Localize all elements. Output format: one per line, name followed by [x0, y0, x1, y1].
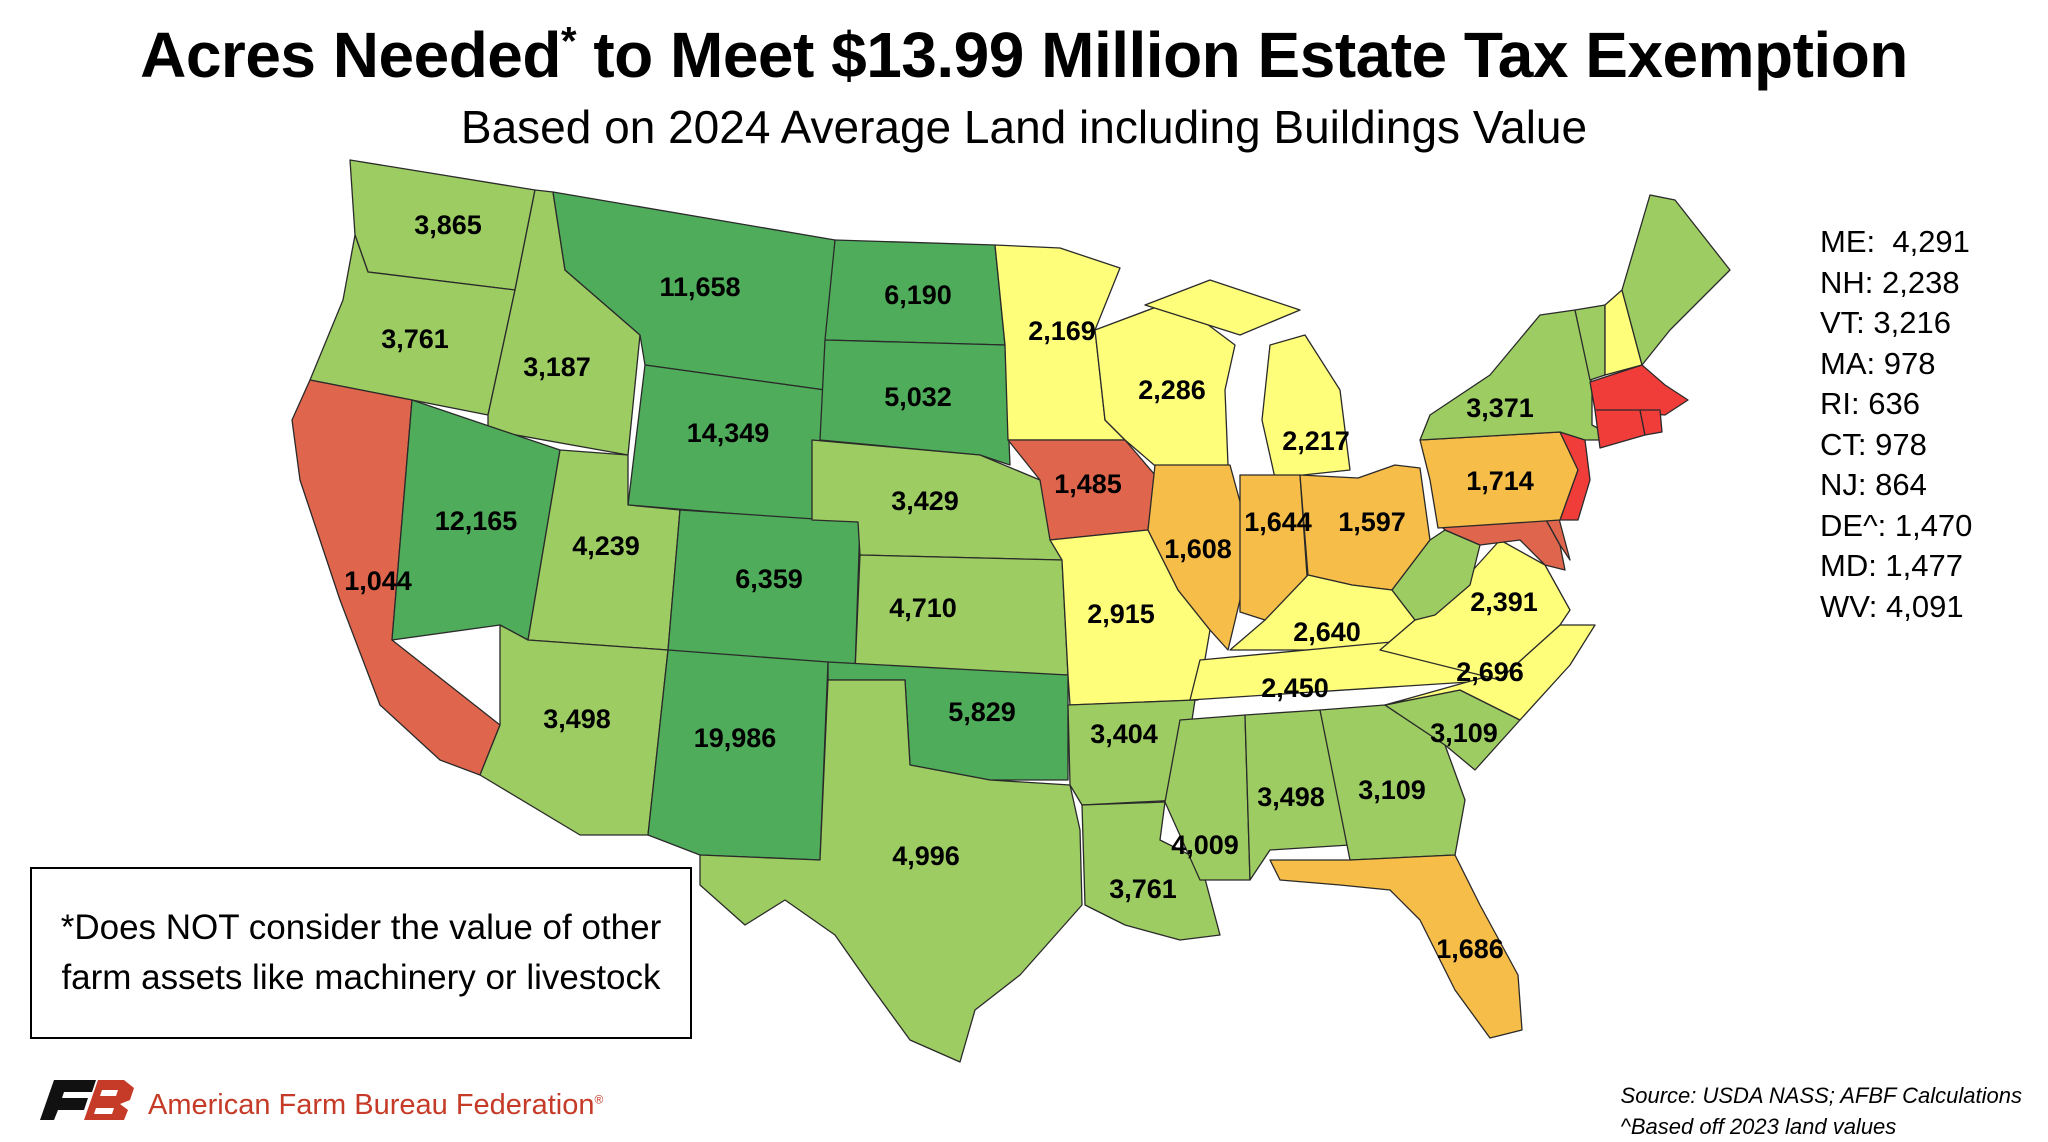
state-LA	[1081, 801, 1221, 941]
state-label-LA: 3,761	[1109, 874, 1177, 904]
state-FL	[1269, 854, 1523, 1039]
state-RI	[1639, 409, 1663, 436]
state-label-AR: 3,404	[1090, 719, 1158, 749]
state-TX	[699, 679, 1083, 1063]
state-IL	[1147, 464, 1246, 651]
state-label-TX: 4,996	[892, 841, 960, 871]
state-NC	[1384, 624, 1596, 721]
state-label-MS: 4,009	[1171, 830, 1239, 860]
state-KS	[854, 554, 1069, 676]
state-label-AZ: 3,498	[543, 704, 611, 734]
state-WV	[1391, 529, 1481, 621]
state-label-WA: 3,865	[414, 210, 482, 240]
state-label-SC: 3,109	[1430, 718, 1498, 748]
state-label-OR: 3,761	[381, 324, 449, 354]
state-label-VA: 2,391	[1470, 587, 1538, 617]
chart-subtitle: Based on 2024 Average Land including Bui…	[460, 101, 1588, 153]
state-label-NM: 19,986	[694, 723, 777, 753]
state-label-NE: 3,429	[891, 486, 959, 516]
state-AL	[1244, 709, 1351, 881]
state-label-NY: 3,371	[1466, 393, 1534, 423]
state-MI-UP	[1144, 279, 1301, 336]
state-label-IA: 1,485	[1054, 469, 1122, 499]
state-label-MT: 11,658	[659, 272, 740, 302]
state-AR	[1067, 699, 1196, 806]
state-label-WY: 14,349	[687, 418, 770, 448]
fb-logo-icon	[40, 1080, 134, 1120]
state-label-KS: 4,710	[889, 593, 957, 623]
state-label-MO: 2,915	[1087, 599, 1155, 629]
state-label-MN: 2,169	[1028, 316, 1096, 346]
state-ME	[1621, 194, 1731, 366]
state-label-SD: 5,032	[884, 382, 952, 412]
footnote-box: *Does NOT consider the value of other fa…	[30, 867, 692, 1039]
source-note: Source: USDA NASS; AFBF Calculations ^Ba…	[1620, 1083, 2022, 1139]
state-label-MI: 2,217	[1282, 426, 1350, 456]
state-label-TN: 2,450	[1261, 673, 1329, 703]
state-label-IN: 1,644	[1244, 507, 1312, 537]
state-label-ID: 3,187	[523, 352, 591, 382]
state-NY	[1419, 309, 1621, 441]
state-label-OH: 1,597	[1338, 507, 1406, 537]
small-states-list: ME: 4,291 NH: 2,238 VT: 3,216 MA: 978 RI…	[1820, 224, 1973, 624]
state-label-AL: 3,498	[1257, 782, 1325, 812]
state-CT	[1594, 409, 1646, 449]
state-label-NV: 12,165	[435, 506, 518, 536]
state-label-CA: 1,044	[344, 566, 412, 596]
state-label-PA: 1,714	[1466, 466, 1534, 496]
state-SD	[819, 339, 1011, 466]
organization-name: American Farm Bureau Federation®	[148, 1089, 604, 1121]
state-label-CO: 6,359	[735, 564, 803, 594]
state-label-FL: 1,686	[1436, 934, 1504, 964]
state-label-NC: 2,696	[1456, 657, 1524, 687]
state-MS	[1164, 714, 1251, 881]
state-label-WI: 2,286	[1138, 375, 1206, 405]
state-label-KY: 2,640	[1293, 617, 1361, 647]
state-label-OK: 5,829	[948, 697, 1016, 727]
state-label-GA: 3,109	[1358, 775, 1426, 805]
chart-title: Acres Needed* to Meet $13.99 Million Est…	[140, 19, 1908, 91]
state-NM	[647, 649, 829, 861]
state-label-UT: 4,239	[572, 531, 640, 561]
state-MI	[1261, 334, 1351, 479]
state-label-ND: 6,190	[884, 280, 952, 310]
state-label-IL: 1,608	[1164, 534, 1232, 564]
footnote-text: *Does NOT consider the value of other fa…	[60, 908, 662, 997]
